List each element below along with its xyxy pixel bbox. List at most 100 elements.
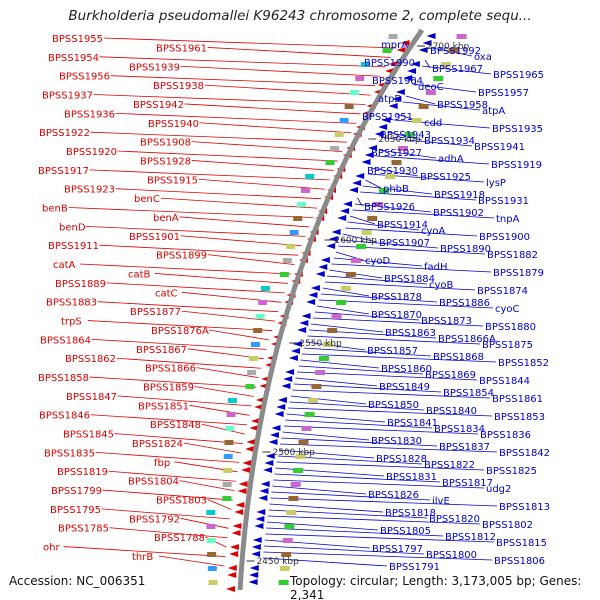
right-gene-label: BPSS1828 — [376, 454, 427, 465]
annotation-track-block — [206, 524, 216, 529]
left-gene-label: BPSS1899 — [156, 251, 207, 262]
right-gene-label: adhA — [438, 154, 464, 165]
right-strand-gene-arrow — [292, 341, 302, 347]
left-gene-label: BPSS1799 — [51, 486, 102, 497]
right-gene-label: BPSS1831 — [386, 472, 437, 483]
right-label-connector — [347, 221, 420, 231]
right-gene-label: BPSS1890 — [440, 244, 491, 255]
kbp-tick-label: 2700 kbp — [427, 42, 470, 52]
annotation-track-block — [433, 76, 444, 81]
right-strand-gene-arrow — [407, 68, 417, 74]
right-strand-gene-arrow — [258, 495, 268, 501]
annotation-track-block — [284, 524, 295, 529]
annotation-track-block — [253, 328, 263, 333]
left-gene-label: benA — [153, 213, 179, 224]
left-label-connector — [191, 141, 343, 152]
right-strand-gene-arrow — [392, 96, 402, 102]
left-label-connector — [199, 122, 352, 134]
right-strand-gene-arrow — [256, 509, 266, 515]
right-gene-label: cyoC — [495, 304, 520, 315]
right-gene-label: BPSS1806 — [494, 556, 545, 567]
annotation-track-block — [286, 510, 297, 515]
right-strand-gene-arrow — [276, 404, 286, 410]
left-label-connector — [117, 395, 252, 407]
right-label-connector — [412, 83, 477, 93]
left-gene-label: BPSS1788 — [154, 533, 205, 544]
label-connector-lines — [63, 37, 498, 567]
annotation-track-block — [334, 132, 344, 137]
right-gene-label: BPSS1830 — [371, 436, 422, 447]
right-strand-gene-arrow — [355, 173, 365, 179]
annotation-track-block — [206, 538, 216, 543]
left-label-connector — [204, 84, 371, 96]
annotation-track-block — [440, 62, 451, 67]
left-gene-label: BPSS1877 — [130, 307, 181, 318]
right-gene-label: BPSS1812 — [445, 532, 496, 543]
right-gene-label: cyoB — [429, 280, 454, 291]
right-gene-label: BPSS1900 — [479, 232, 530, 243]
topology-summary: Topology: circular; Length: 3,173,005 bp… — [290, 574, 582, 600]
right-label-connector — [266, 521, 379, 531]
left-gene-label: BPSS1876A — [151, 326, 209, 337]
annotation-track-block — [250, 342, 260, 347]
annotation-track-block — [311, 384, 322, 389]
annotation-track-block — [379, 188, 390, 193]
right-gene-label: BPSS1857 — [367, 346, 418, 357]
annotation-track-block — [398, 146, 409, 151]
annotation-track-block — [207, 552, 217, 557]
left-gene-label: trpS — [61, 317, 82, 328]
right-strand-gene-arrow — [301, 313, 311, 319]
right-strand-gene-arrow — [381, 117, 391, 123]
right-strand-gene-arrow — [269, 432, 279, 438]
right-gene-label: udg2 — [486, 484, 511, 495]
right-gene-label: BPSS1834 — [434, 424, 485, 435]
right-strand-gene-arrow — [426, 33, 436, 39]
right-label-connector — [280, 443, 498, 453]
annotation-track-block — [282, 258, 292, 263]
annotation-track-block — [281, 552, 292, 557]
left-gene-label: BPSS1792 — [129, 514, 180, 525]
right-label-connector — [402, 101, 481, 111]
left-label-connector — [179, 480, 235, 492]
right-gene-label: tnpA — [496, 214, 520, 225]
annotation-track-block — [391, 160, 402, 165]
kbp-tick-label: 2500 kbp — [272, 448, 315, 458]
right-gene-label: BPSS1874 — [477, 286, 528, 297]
left-strand-gene-arrow — [237, 488, 247, 494]
left-gene-label: benC — [134, 194, 160, 205]
kbp-tick-label: 2450 kbp — [256, 557, 299, 567]
annotation-track-block — [224, 440, 234, 445]
annotation-track-block — [448, 48, 459, 53]
annotation-track-block — [288, 496, 299, 501]
right-label-connector — [370, 167, 419, 177]
right-gene-label: BPSS1931 — [478, 196, 529, 207]
annotation-track-block — [208, 580, 218, 585]
left-label-connector — [184, 103, 361, 115]
right-gene-label: BPSS1837 — [439, 442, 490, 453]
left-label-connector — [201, 423, 246, 435]
left-label-connector — [85, 225, 306, 237]
right-strand-gene-arrow — [418, 47, 428, 53]
right-label-connector — [262, 557, 388, 567]
annotation-track-block — [340, 286, 351, 291]
right-label-connector — [327, 275, 428, 285]
right-strand-gene-arrow — [255, 516, 265, 522]
left-strand-gene-arrow — [249, 425, 259, 431]
kbp-tick-label: 2600 kbp — [334, 236, 377, 246]
right-label-connector — [297, 371, 478, 381]
left-gene-label: BPSS1940 — [148, 119, 199, 130]
left-label-connector — [189, 404, 250, 416]
right-gene-label: BPSS1882 — [487, 250, 538, 261]
right-label-connector — [340, 239, 439, 249]
left-gene-label: BPSS1835 — [44, 448, 95, 459]
right-strand-gene-arrow — [364, 152, 374, 158]
left-gene-label: BPSS1922 — [39, 128, 90, 139]
right-label-connector — [322, 287, 370, 297]
left-label-connector — [97, 301, 279, 313]
left-gene-label: BPSS1920 — [66, 147, 117, 158]
right-strand-gene-arrow — [299, 320, 309, 326]
right-label-connector — [298, 365, 424, 375]
right-gene-label: BPSS1934 — [424, 136, 475, 147]
right-strand-gene-arrow — [271, 425, 281, 431]
right-strand-gene-arrow — [265, 453, 275, 459]
